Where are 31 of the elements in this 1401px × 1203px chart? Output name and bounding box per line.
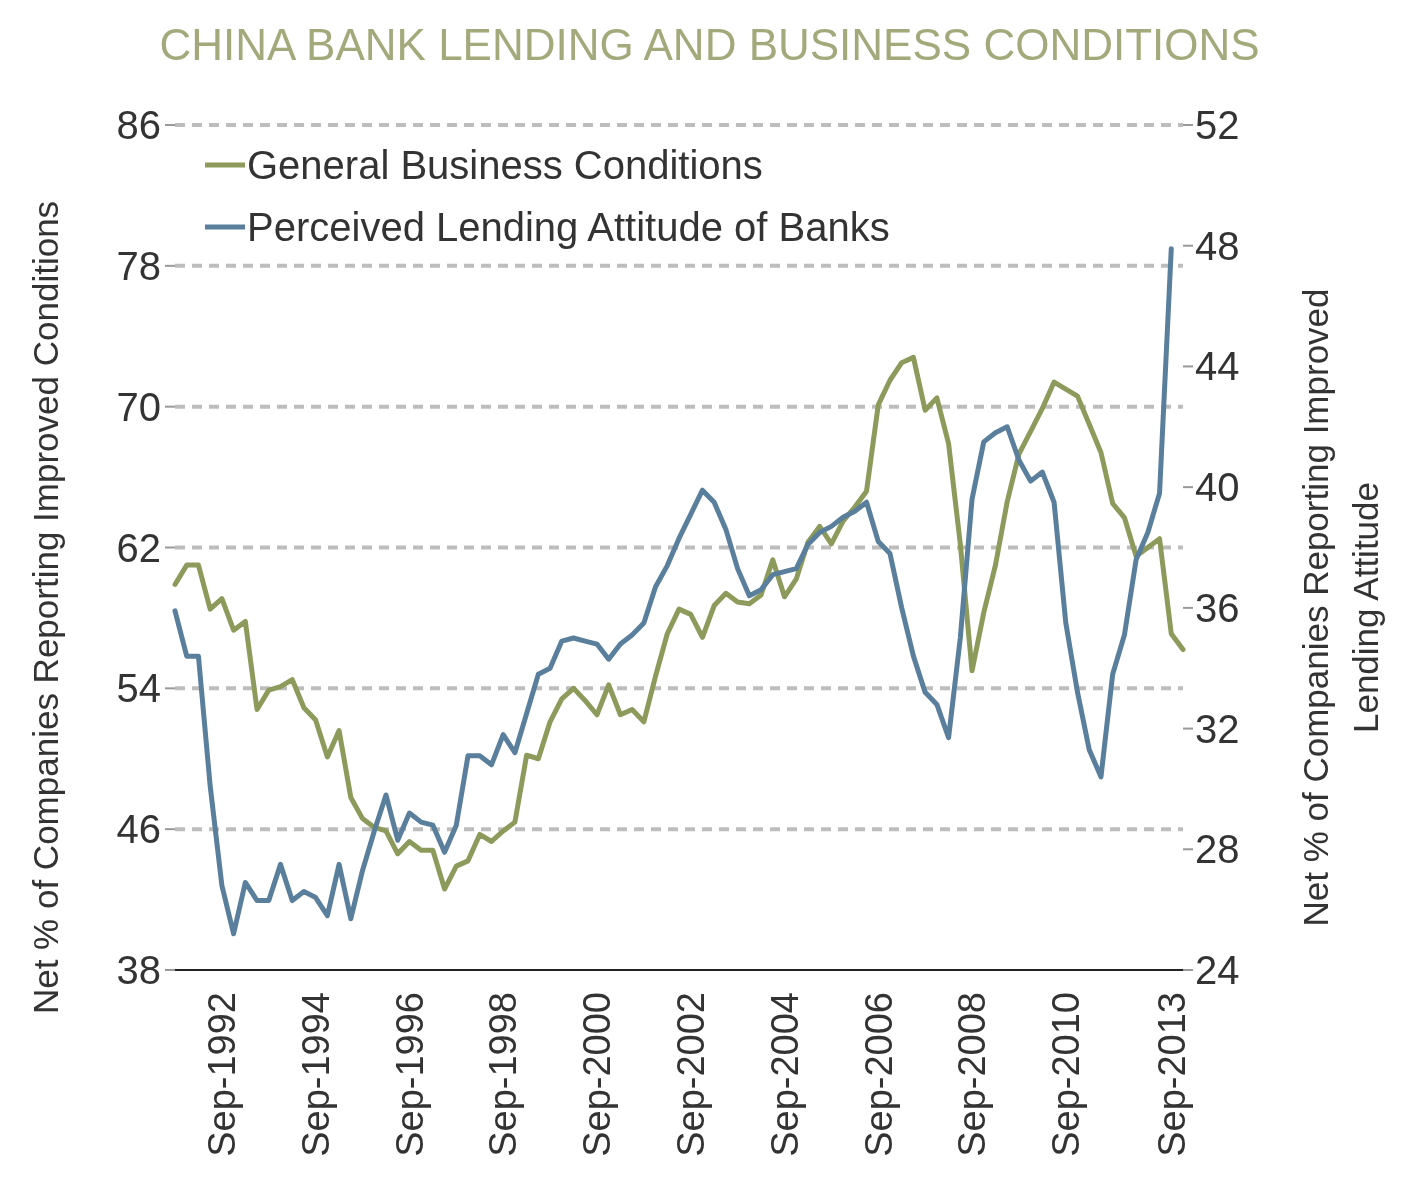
y2-tick-label: 28	[1195, 827, 1240, 872]
y-axis-title: Net % of Companies Reporting Improved Conditions	[26, 200, 65, 1015]
y2-tick-label: 44	[1195, 344, 1240, 389]
y-tick-label: 78	[116, 243, 161, 288]
y-tick-label: 46	[116, 807, 161, 852]
x-tick-label: Sep-1994	[294, 992, 337, 1157]
y2-tick-label: 40	[1195, 465, 1240, 510]
y-tick-label: 70	[116, 384, 161, 429]
x-tick-label: Sep-2006	[857, 992, 900, 1157]
y-tick-label: 86	[116, 103, 161, 147]
y2-tick-label: 24	[1195, 948, 1240, 992]
x-tick-label: Sep-2008	[951, 992, 994, 1157]
y-tick-label: 62	[116, 525, 161, 570]
x-tick-label: Sep-2010	[1045, 992, 1088, 1157]
y-tick-label: 38	[116, 948, 161, 992]
legend-label: General Business Conditions	[247, 143, 763, 187]
legend-label: Perceived Lending Attitude of Banks	[247, 205, 890, 249]
x-tick-label: Sep-2002	[670, 992, 713, 1157]
y2-axis-title: Net % of Companies Reporting Improved Lending Attitude	[1296, 288, 1385, 927]
chart-title: CHINA BANK LENDING AND BUSINESS CONDITIONS	[159, 20, 1260, 69]
x-tick-label: Sep-1998	[482, 992, 525, 1157]
x-tick-label: Sep-2004	[763, 992, 806, 1157]
x-tick-label: Sep-1992	[201, 992, 244, 1157]
x-tick-label: Sep-1996	[388, 992, 431, 1157]
y2-tick-label: 32	[1195, 706, 1240, 751]
x-tick-label: Sep-2013	[1150, 992, 1193, 1157]
y2-tick-label: 36	[1195, 585, 1240, 630]
x-tick-label: Sep-2000	[576, 992, 619, 1157]
y2-tick-label: 52	[1195, 103, 1240, 147]
y-tick-label: 54	[116, 666, 161, 711]
y2-tick-label: 48	[1195, 223, 1240, 268]
